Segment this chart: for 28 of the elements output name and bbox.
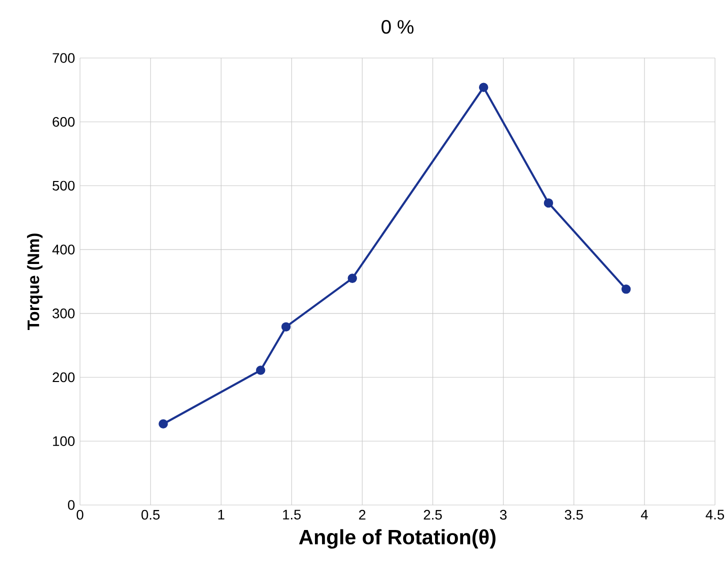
point bbox=[348, 274, 357, 283]
x-tick-label: 2 bbox=[359, 510, 366, 520]
x-tick-label: 0 bbox=[76, 510, 84, 520]
y-tick-label: 0 bbox=[68, 500, 75, 510]
y-tick-label: 500 bbox=[52, 180, 75, 191]
point bbox=[256, 366, 266, 375]
y-tick-label: 400 bbox=[52, 244, 75, 254]
x-tick-label: 3.5 bbox=[564, 510, 583, 520]
y-tick-label: 100 bbox=[53, 436, 75, 446]
point bbox=[158, 419, 168, 429]
point bbox=[478, 82, 488, 92]
y-tick-label: 300 bbox=[52, 308, 75, 318]
x-tick-label: 4.5 bbox=[706, 510, 724, 520]
x-tick-label: 0.5 bbox=[141, 510, 160, 520]
x-tick-label: 4 bbox=[640, 510, 648, 520]
y-tick-label: 600 bbox=[52, 116, 75, 127]
x-tick-label: 3 bbox=[500, 510, 507, 520]
y-axis-title: Torque (Nm) bbox=[27, 234, 43, 330]
x-axis-title: Angle of Rotation(θ) bbox=[299, 529, 496, 549]
x-tick-label: 2.5 bbox=[424, 510, 442, 520]
chart-title: 0 % bbox=[382, 20, 414, 34]
x-tick-label: 1.5 bbox=[283, 510, 301, 520]
x-tick-label: 1 bbox=[218, 510, 224, 520]
y-tick-label: 200 bbox=[52, 372, 75, 382]
point bbox=[281, 322, 291, 332]
point bbox=[544, 198, 554, 208]
point bbox=[621, 284, 631, 294]
y-tick-label: 700 bbox=[52, 53, 75, 63]
